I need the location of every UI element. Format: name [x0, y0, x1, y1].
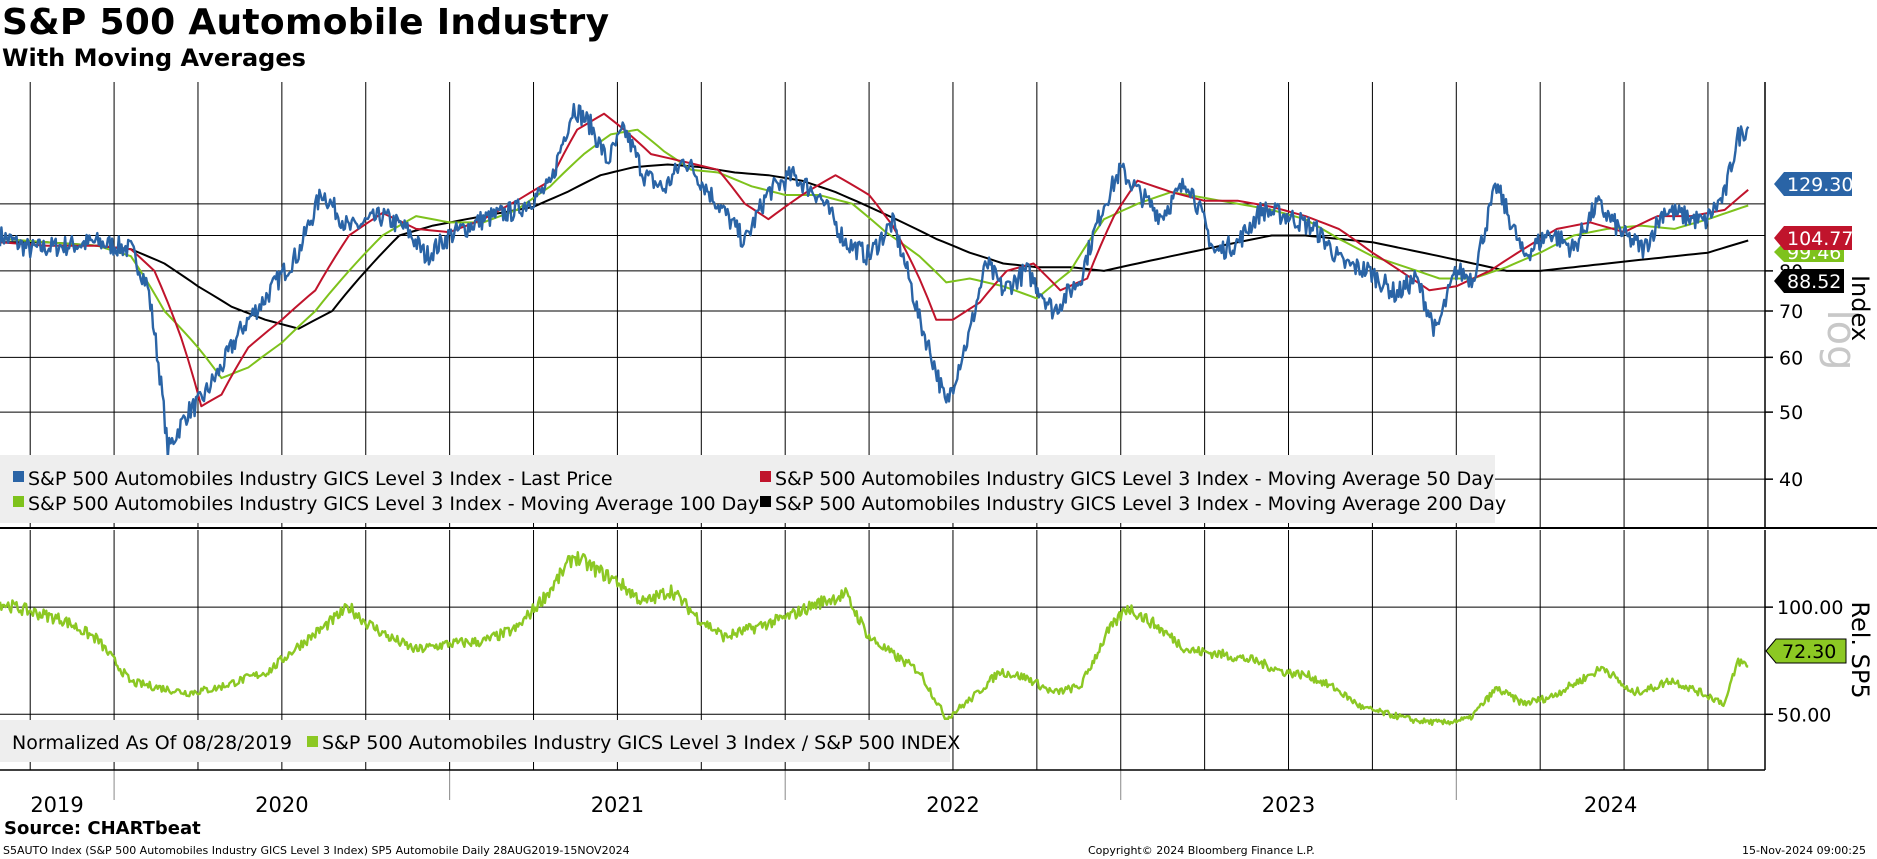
chart-subtitle: With Moving Averages [2, 44, 306, 72]
lower-legend: Normalized As Of 08/28/2019 S&P 500 Auto… [0, 720, 960, 762]
upper-ytick-label: 50 [1779, 402, 1803, 424]
upper-series [0, 102, 1750, 459]
legend-last-price: S&P 500 Automobiles Industry GICS Level … [28, 468, 613, 490]
lower-axis-label: Rel. SP5 [1846, 601, 1874, 698]
legend-swatch-last-price [13, 471, 24, 482]
legend-swatch-ma50 [760, 471, 771, 482]
badge-ma50: 104.77 [1774, 226, 1853, 250]
lower-ytick-label: 100.00 [1777, 597, 1843, 619]
badge-relative-value: 72.30 [1782, 641, 1836, 663]
series-line-last-price [0, 102, 1750, 459]
legend-swatch-ma100 [13, 496, 24, 507]
upper-legend: S&P 500 Automobiles Industry GICS Level … [0, 455, 1506, 523]
footer-copyright: Copyright© 2024 Bloomberg Finance L.P. [1088, 844, 1315, 857]
series-line-relative [0, 551, 1749, 726]
badge-ma50-value: 104.77 [1787, 228, 1853, 250]
badge-last-price-value: 129.30 [1787, 174, 1853, 196]
lower-legend-background [0, 720, 950, 762]
footer-description: S5AUTO Index (S&P 500 Automobiles Indust… [3, 844, 630, 857]
legend-normalized: Normalized As Of 08/28/2019 [12, 732, 292, 754]
year-label: 2019 [30, 793, 83, 817]
year-label: 2022 [926, 793, 979, 817]
watermark-text: log [1818, 310, 1864, 371]
badge-ma200: 88.52 [1774, 269, 1844, 293]
upper-legend-background [0, 455, 1495, 523]
upper-panel-grid [0, 82, 1765, 528]
chart-title: S&P 500 Automobile Industry [2, 2, 610, 43]
legend-ma100: S&P 500 Automobiles Industry GICS Level … [28, 493, 759, 515]
legend-ma50: S&P 500 Automobiles Industry GICS Level … [775, 468, 1494, 490]
footer-timestamp: 15-Nov-2024 09:00:25 [1742, 844, 1867, 857]
year-label: 2024 [1584, 793, 1637, 817]
year-label: 2021 [591, 793, 644, 817]
source-label: Source: CHARTbeat [4, 818, 201, 839]
lower-series [0, 551, 1749, 726]
series-line-ma50 [0, 112, 1749, 408]
badge-last-price: 129.30 [1774, 172, 1853, 196]
upper-ytick-label: 60 [1779, 347, 1803, 369]
x-year-labels: 2019 2020 2021 2022 2023 2024 [30, 793, 1637, 817]
upper-ytick-label: 40 [1779, 469, 1803, 491]
legend-ma200: S&P 500 Automobiles Industry GICS Level … [775, 493, 1506, 515]
upper-axis-label: Index [1846, 275, 1874, 341]
badge-ma200-value: 88.52 [1787, 271, 1841, 293]
year-label: 2023 [1262, 793, 1315, 817]
legend-swatch-relative [307, 736, 318, 747]
legend-relative: S&P 500 Automobiles Industry GICS Level … [322, 732, 960, 754]
upper-ytick-label: 70 [1779, 301, 1803, 323]
badge-relative: 72.30 [1765, 638, 1847, 664]
legend-swatch-ma200 [760, 496, 771, 507]
lower-y-ticks: 100.00 50.00 [1765, 597, 1843, 726]
upper-y-ticks: 4050607080 [1765, 261, 1803, 491]
series-line-ma100 [0, 128, 1749, 380]
lower-ytick-label: 50.00 [1777, 704, 1831, 726]
series-line-ma200 [0, 163, 1749, 330]
year-label: 2020 [255, 793, 308, 817]
